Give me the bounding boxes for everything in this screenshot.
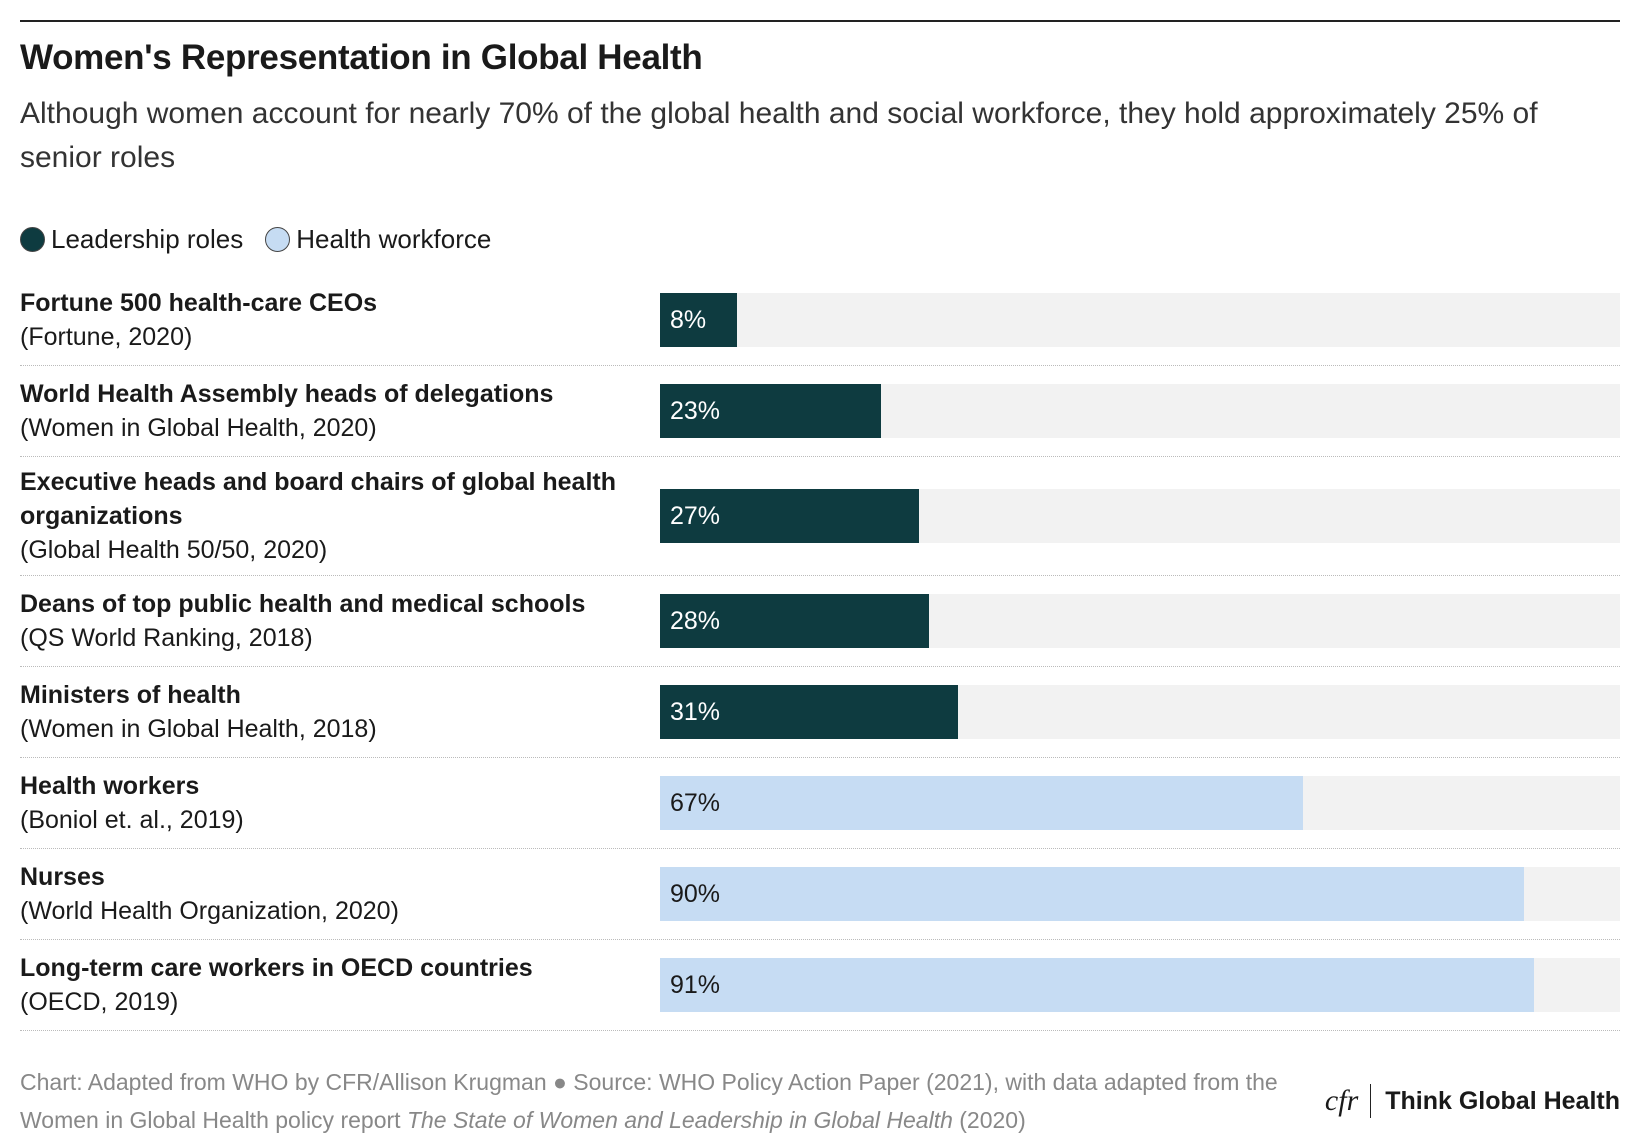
category-label: Deans of top public health and medical s… [20, 590, 586, 618]
bar [660, 384, 881, 438]
category-label: Long-term care workers in OECD countries [20, 954, 533, 982]
row-label: World Health Assembly heads of delegatio… [20, 377, 660, 445]
category-label: Ministers of health [20, 681, 241, 709]
row-label: Deans of top public health and medical s… [20, 587, 660, 655]
category-label: Fortune 500 health-care CEOs [20, 289, 378, 317]
source-label: (World Health Organization, 2020) [20, 897, 399, 925]
footer: Chart: Adapted from WHO by CFR/Allison K… [20, 1063, 1620, 1139]
bar [660, 293, 737, 347]
value-label: 67% [670, 789, 721, 817]
chart-subtitle: Although women account for nearly 70% of… [20, 97, 1538, 174]
chart: Women's Representation in Global Health … [20, 20, 1620, 1139]
row: Executive heads and board chairs of glob… [20, 457, 1620, 576]
legend-item: Health workforce [265, 224, 491, 255]
row: Long-term care workers in OECD countries… [20, 940, 1620, 1031]
bar [660, 489, 920, 543]
bar-track: 27% [660, 489, 1620, 543]
bar [660, 867, 1524, 921]
credit: Chart: Adapted from WHO by CFR/Allison K… [20, 1069, 1278, 1133]
value-label: 31% [670, 698, 721, 726]
row: Deans of top public health and medical s… [20, 576, 1620, 667]
bar-track: 28% [660, 594, 1620, 648]
source-label: (OECD, 2019) [20, 988, 179, 1016]
value-label: 8% [670, 306, 707, 334]
value-label: 91% [670, 971, 721, 999]
source-note: Chart: Adapted from WHO by CFR/Allison K… [20, 1063, 1310, 1139]
bar-track: 91% [660, 958, 1620, 1012]
row: Nurses (World Health Organization, 2020) 9… [20, 849, 1620, 940]
bar [660, 594, 929, 648]
legend: Leadership roles Health workforce [20, 224, 1620, 255]
value-label: 23% [670, 397, 721, 425]
row: World Health Assembly heads of delegatio… [20, 366, 1620, 457]
row: Health workers (Boniol et. al., 2019) 67% [20, 758, 1620, 849]
legend-item: Leadership roles [20, 224, 243, 255]
source-label: (Fortune, 2020) [20, 323, 193, 351]
source-label: (Women in Global Health, 2018) [20, 715, 377, 743]
source-label: (Women in Global Health, 2020) [20, 414, 377, 442]
row-label: Nurses (World Health Organization, 2020) [20, 860, 660, 928]
bar [660, 776, 1304, 830]
chart-title: Women's Representation in Global Health [20, 38, 703, 77]
category-label: Nurses [20, 863, 105, 891]
row-label: Executive heads and board chairs of glob… [20, 465, 660, 567]
category-label: Executive heads and board chairs of glob… [20, 468, 616, 530]
category-label: World Health Assembly heads of delegatio… [20, 380, 554, 408]
legend-label: Leadership roles [51, 224, 244, 254]
logo-mark: cfr [1325, 1084, 1372, 1118]
bar [660, 685, 958, 739]
bar-track: 67% [660, 776, 1620, 830]
bar [660, 958, 1534, 1012]
row: Ministers of health (Women in Global Heal… [20, 667, 1620, 758]
value-label: 28% [670, 607, 721, 635]
row-label: Health workers (Boniol et. al., 2019) [20, 769, 660, 837]
value-label: 90% [670, 880, 721, 908]
plot: Fortune 500 health-care CEOs (Fortune, 20… [20, 275, 1620, 1031]
value-label: 27% [670, 502, 721, 530]
source-label: (QS World Ranking, 2018) [20, 624, 313, 652]
row-label: Fortune 500 health-care CEOs (Fortune, 20… [20, 286, 660, 354]
bar-track: 90% [660, 867, 1620, 921]
source-label: (Global Health 50/50, 2020) [20, 536, 328, 564]
row: Fortune 500 health-care CEOs (Fortune, 20… [20, 275, 1620, 366]
report-title: The State of Women and Leadership in Glo… [406, 1107, 953, 1133]
report-year: (2020) [952, 1107, 1026, 1133]
logo-name: Think Global Health [1385, 1086, 1620, 1115]
source-label: (Boniol et. al., 2019) [20, 806, 244, 834]
legend-label: Health workforce [296, 224, 492, 254]
category-label: Health workers [20, 772, 200, 800]
legend-swatch [265, 227, 291, 252]
bar-track: 8% [660, 293, 1620, 347]
row-label: Ministers of health (Women in Global Heal… [20, 678, 660, 746]
bar-track: 23% [660, 384, 1620, 438]
bar-track: 31% [660, 685, 1620, 739]
logo: cfr Think Global Health [1325, 1084, 1620, 1118]
legend-swatch [20, 227, 45, 252]
row-label: Long-term care workers in OECD countries… [20, 951, 660, 1019]
